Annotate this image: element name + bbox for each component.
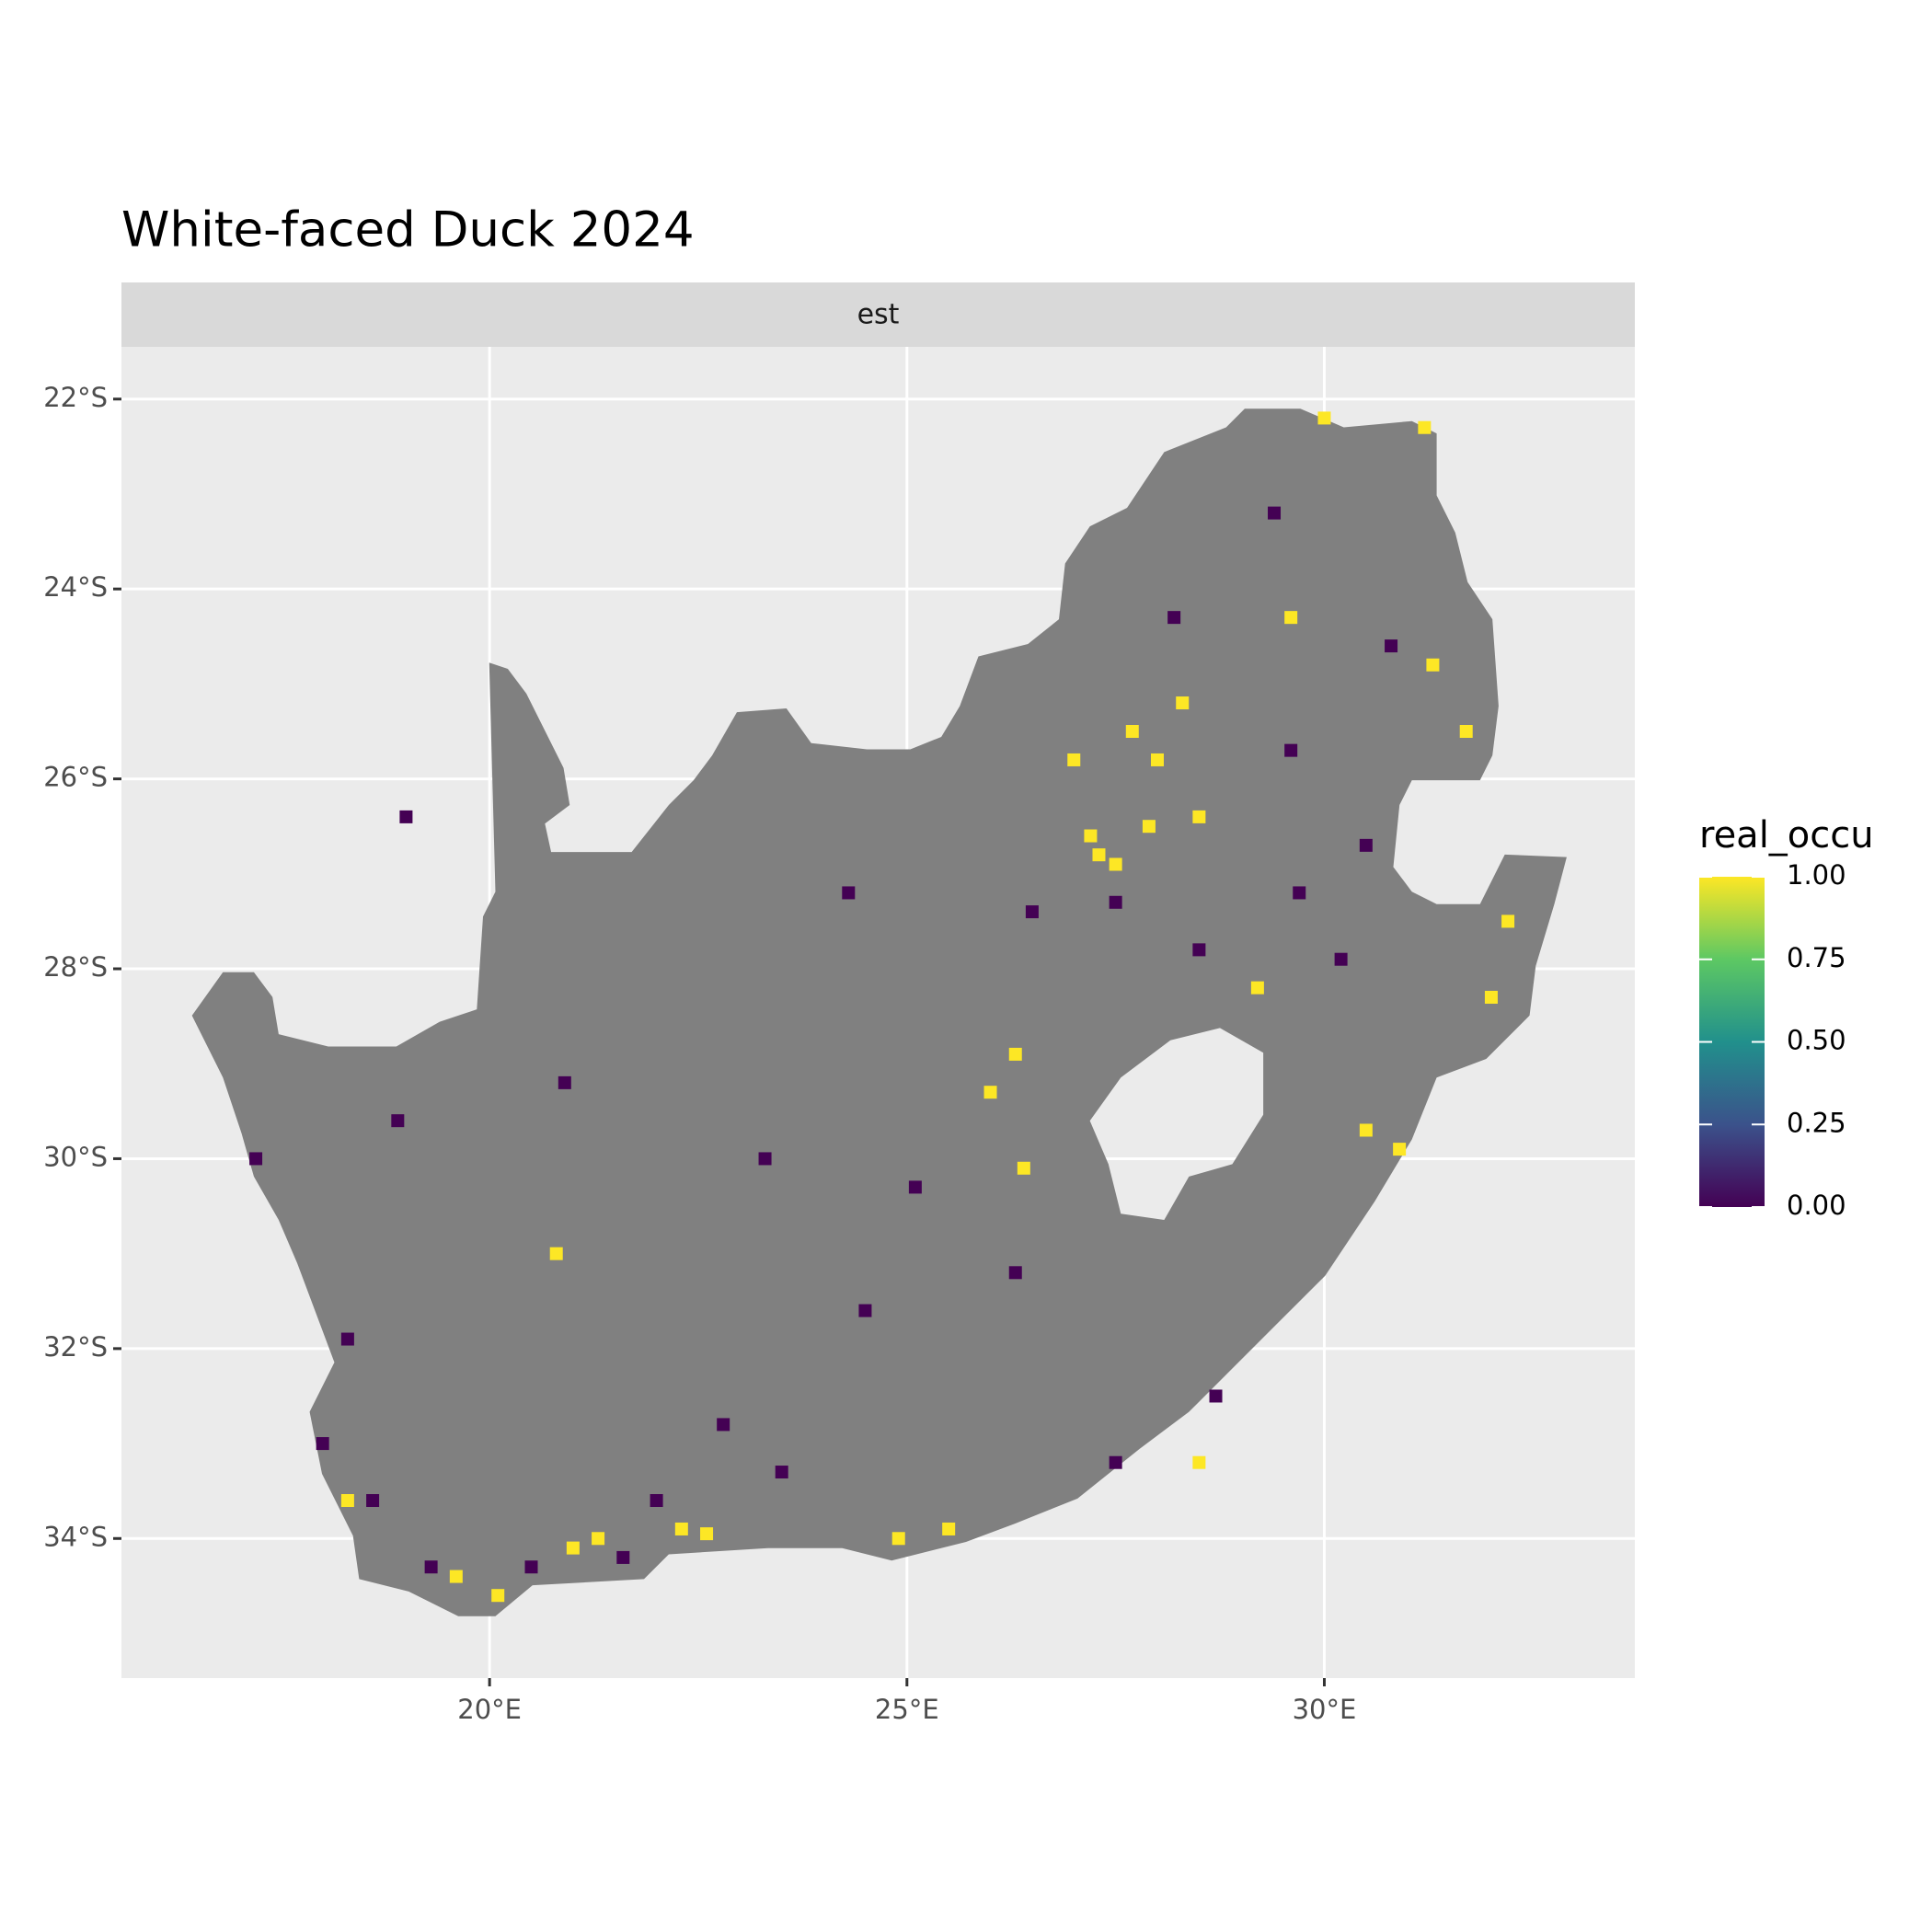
legend: 0.00 0.25 0.50 0.75 1.00 bbox=[1699, 859, 1846, 1221]
cell bbox=[616, 1550, 630, 1564]
cell bbox=[566, 1541, 580, 1555]
axes: 22°S 24°S 26°S 28°S 30°S 32°S 34°S 20°E 25°E 30°E bbox=[43, 382, 1356, 1725]
cell bbox=[1334, 952, 1348, 966]
y-tick-label: 26°S bbox=[43, 762, 108, 793]
cell bbox=[1167, 611, 1181, 625]
y-tick-label: 28°S bbox=[43, 951, 108, 983]
cell bbox=[1459, 724, 1473, 738]
y-tick-label: 32°S bbox=[43, 1331, 108, 1363]
x-tick-label: 25°E bbox=[875, 1694, 939, 1725]
cell bbox=[249, 1152, 263, 1166]
legend-label: 0.75 bbox=[1787, 942, 1846, 973]
cell bbox=[1109, 1455, 1122, 1469]
cell bbox=[700, 1527, 714, 1541]
cell bbox=[1008, 1047, 1022, 1061]
legend-label: 0.25 bbox=[1787, 1107, 1846, 1138]
cell bbox=[1426, 658, 1440, 672]
cell bbox=[391, 1114, 405, 1128]
cell bbox=[717, 1418, 730, 1432]
cell bbox=[1109, 895, 1122, 909]
cell bbox=[424, 1560, 438, 1574]
cell bbox=[858, 1304, 872, 1317]
cell bbox=[1359, 838, 1373, 852]
cell bbox=[1359, 1123, 1373, 1137]
cell bbox=[1268, 506, 1282, 520]
cell bbox=[316, 1437, 329, 1451]
legend-label: 0.00 bbox=[1787, 1190, 1846, 1221]
cell bbox=[1192, 810, 1206, 823]
cell bbox=[942, 1522, 956, 1535]
cell bbox=[983, 1086, 997, 1099]
cell bbox=[1393, 1143, 1407, 1156]
cell bbox=[674, 1522, 688, 1535]
cell bbox=[775, 1466, 788, 1479]
cell bbox=[1484, 990, 1498, 1004]
cell bbox=[758, 1152, 772, 1166]
cell bbox=[449, 1570, 463, 1583]
cell bbox=[1176, 696, 1190, 710]
facet-strip bbox=[121, 282, 1635, 347]
y-tick-label: 22°S bbox=[43, 382, 108, 413]
cell bbox=[1250, 981, 1264, 995]
legend-label: 0.50 bbox=[1787, 1025, 1846, 1056]
cell bbox=[1418, 420, 1432, 434]
cell bbox=[1293, 886, 1306, 900]
x-tick-label: 30°E bbox=[1293, 1694, 1357, 1725]
x-tick-label: 20°E bbox=[457, 1694, 522, 1725]
cell bbox=[1025, 905, 1039, 919]
y-tick-label: 24°S bbox=[43, 571, 108, 603]
cell bbox=[1317, 411, 1331, 425]
cell bbox=[366, 1493, 380, 1507]
cell bbox=[1008, 1266, 1022, 1280]
legend-label: 1.00 bbox=[1787, 859, 1846, 891]
cell bbox=[1109, 857, 1122, 871]
cell bbox=[1142, 820, 1156, 834]
cell bbox=[1385, 639, 1398, 653]
cell bbox=[1151, 753, 1165, 766]
legend-title: real_occu bbox=[1699, 814, 1874, 857]
cell bbox=[1209, 1389, 1223, 1403]
cell bbox=[549, 1247, 563, 1260]
cell bbox=[340, 1493, 354, 1507]
cell bbox=[340, 1332, 354, 1346]
cell bbox=[650, 1493, 663, 1507]
cells bbox=[249, 411, 1515, 1603]
country-shape bbox=[191, 408, 1567, 1616]
cell bbox=[908, 1180, 922, 1194]
y-tick-label: 34°S bbox=[43, 1521, 108, 1552]
cell bbox=[1501, 914, 1515, 928]
cell bbox=[1192, 1455, 1206, 1469]
cell bbox=[1125, 724, 1139, 738]
cell bbox=[891, 1532, 905, 1546]
chart-title: White-faced Duck 2024 bbox=[121, 202, 695, 259]
cell bbox=[524, 1560, 538, 1574]
cell bbox=[1092, 848, 1106, 862]
cell bbox=[491, 1589, 505, 1603]
cell bbox=[1084, 829, 1098, 843]
cell bbox=[399, 810, 413, 823]
map bbox=[191, 408, 1567, 1616]
cell bbox=[1284, 743, 1298, 757]
cell bbox=[842, 886, 856, 900]
cell bbox=[592, 1532, 605, 1546]
cell bbox=[1067, 753, 1081, 766]
cell bbox=[1017, 1161, 1030, 1175]
facet-label: est bbox=[857, 299, 900, 331]
cell bbox=[1192, 943, 1206, 957]
y-tick-label: 30°S bbox=[43, 1141, 108, 1172]
cell bbox=[1284, 611, 1298, 625]
cell bbox=[558, 1075, 571, 1089]
